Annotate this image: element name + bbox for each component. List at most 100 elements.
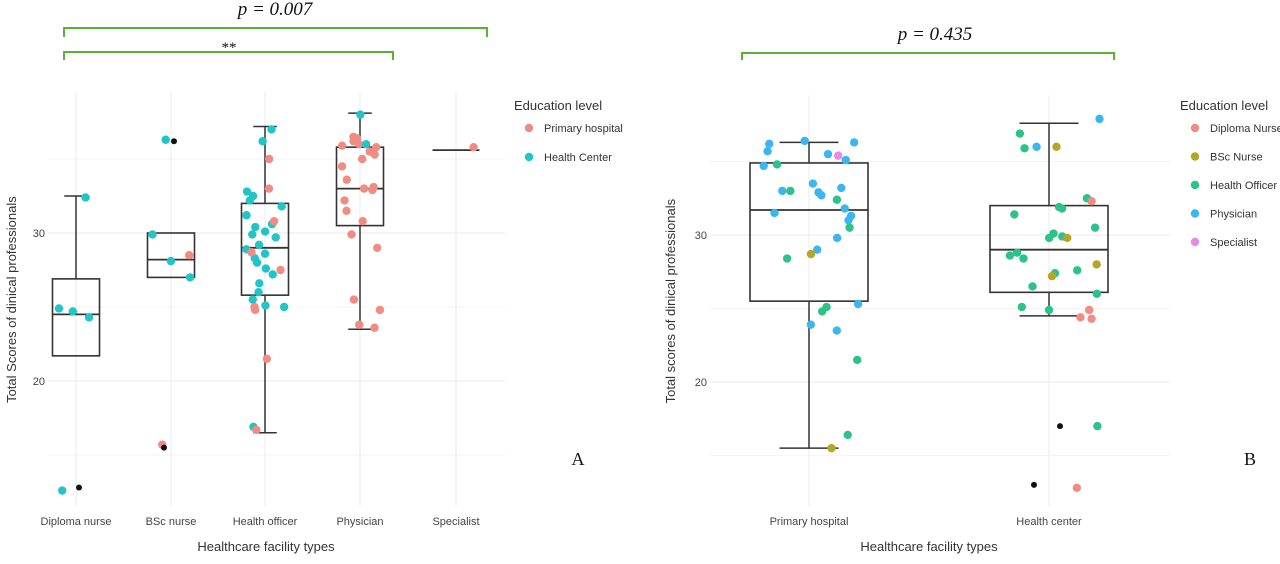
legend-key [524,152,534,162]
data-point [833,151,843,160]
legend-key [1190,180,1200,190]
data-point [469,142,478,152]
data-point [1090,223,1100,232]
data-point [843,430,852,440]
data-point [1015,129,1025,138]
data-point [356,110,365,119]
significance-brackets-b [741,52,1115,60]
data-point [765,139,774,149]
data-point [370,150,379,159]
points-a [54,110,478,495]
data-point [782,254,792,263]
data-point [375,305,385,315]
data-point [54,304,64,313]
data-point [261,264,271,273]
legend-label: BSc Nurse [1210,152,1263,164]
data-point [248,230,257,239]
data-point [262,354,272,363]
data-point [250,305,260,315]
data-point [372,142,381,152]
x-tick-label: Health center [1016,516,1082,528]
data-point [1044,233,1054,243]
legend-label: Health Officer [1210,180,1277,192]
data-point [264,184,274,193]
outlier-point [1057,423,1063,430]
data-point [837,183,846,193]
significance-bracket [741,52,1115,60]
data-point [245,196,254,205]
data-point [806,320,816,329]
data-point [853,355,862,365]
legend-key [524,123,534,133]
tick-labels-a: 20 30 Diploma nurse BSc nurse Health officer… [33,228,480,528]
legend-title-a: Education level [514,98,602,113]
legend-a: Education level Primary hospital Health C… [514,98,623,164]
data-point [1012,248,1022,257]
data-point [252,258,262,267]
data-point [251,222,260,232]
x-tick-label: Health officer [233,516,298,528]
data-point [361,140,371,149]
data-point [161,135,170,144]
data-point [81,193,90,202]
legend-label: Health Center [544,152,612,164]
y-tick-label: 30 [695,230,707,242]
outlier-point [76,484,82,491]
p-value-label-b: p = 0.435 [896,24,973,45]
data-point [1057,204,1067,213]
data-point [276,265,285,275]
data-point [817,307,827,316]
outlier-point [171,138,177,145]
y-axis-label-b: Total scores of dinical professionals [663,198,678,403]
data-point [264,154,274,164]
data-point [786,186,795,196]
data-point [354,140,364,149]
boxes-a [51,112,480,434]
box-iqr [146,232,196,279]
data-point [1047,271,1057,281]
legend-label: Diploma Nurse [1210,123,1280,135]
data-point [337,141,347,150]
data-point [808,179,818,188]
panel-label-a: A [572,449,585,469]
data-point [247,248,256,257]
data-point [1092,260,1101,269]
data-point [853,299,863,309]
data-point [248,295,258,304]
data-point [1063,233,1072,243]
data-point [260,227,270,236]
data-point [358,216,367,226]
significance-bracket-outer [63,27,488,37]
data-point [368,185,377,195]
data-point [800,136,809,146]
data-point [778,186,787,196]
y-tick-label: 20 [695,377,707,389]
data-point [1028,282,1037,291]
data-point [254,288,263,297]
data-point [337,162,347,171]
data-point [845,223,854,232]
data-point [1073,266,1082,275]
data-point [1095,114,1104,124]
data-point [267,125,276,134]
y-axis-label-a: Total Scores of dinical professionals [4,196,19,403]
data-point [342,206,351,215]
data-point [1087,196,1096,206]
data-point [279,302,289,312]
data-point [827,443,836,453]
data-point [759,161,768,171]
x-tick-label: BSc nurse [146,516,197,528]
x-tick-label: Primary hospital [770,516,849,528]
data-point [359,184,369,193]
x-axis-label-a: Healthcare facility types [197,539,335,554]
data-point [260,249,270,258]
data-point [242,211,251,220]
data-point [58,486,67,495]
legend-key [1190,123,1200,133]
data-point [271,233,280,242]
panel-label-b: B [1244,449,1256,469]
data-point [84,313,94,322]
data-point [817,191,826,200]
boxplot [989,122,1109,317]
data-point [1005,251,1015,260]
